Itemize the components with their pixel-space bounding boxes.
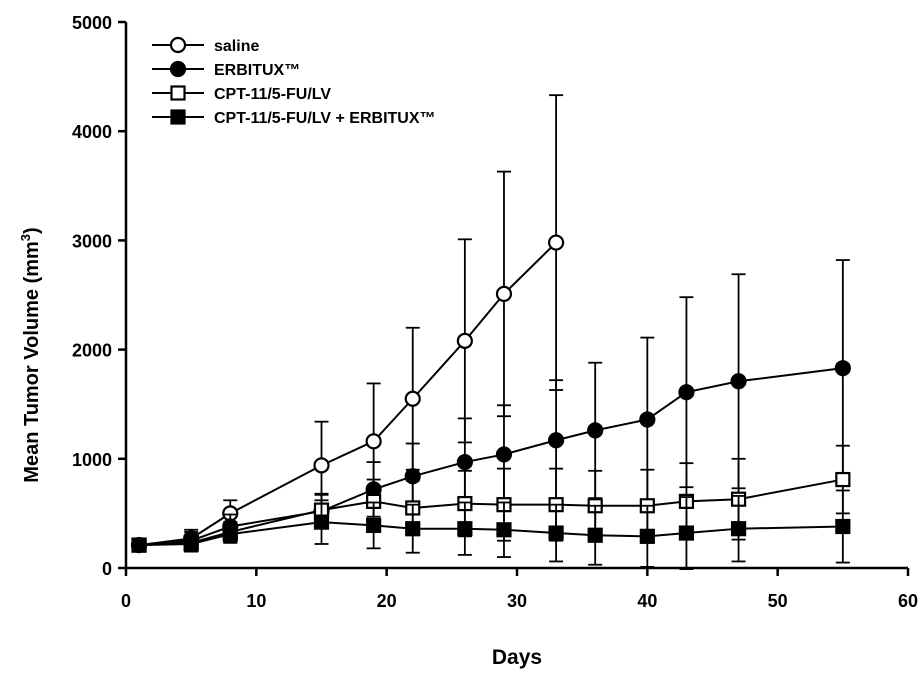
data-point-marker [131,537,147,553]
x-tick-label: 20 [377,591,397,611]
data-point-marker [495,446,513,463]
data-point-marker [169,36,187,54]
series-4 [131,489,851,570]
data-point-marker [639,528,655,544]
data-point-marker [169,60,187,78]
series-1 [130,94,565,554]
x-tick-label: 30 [507,591,527,611]
data-point-marker [678,384,695,401]
x-axis-label: Days [492,646,542,669]
data-point-marker [835,471,851,488]
data-point-marker [639,411,656,428]
data-point-marker [457,521,473,537]
y-axis-label-main: Mean Tumor Volume (mm [21,241,43,483]
legend: saline ERBITUX™ CPT-11/5-FU/LV CPT-11/5-FU/… [152,36,436,127]
data-point-marker [587,527,603,543]
data-point-marker [313,457,330,474]
data-point-marker [835,518,851,535]
data-point-marker [366,517,382,534]
data-point-marker [547,234,565,251]
data-point-marker [495,285,513,303]
x-tick-label: 10 [246,591,266,611]
legend-item: ERBITUX™ [152,60,300,79]
legend-item: saline [152,36,259,55]
x-tick-label: 50 [768,591,788,611]
data-point-marker [404,390,421,407]
data-point-marker [405,521,421,537]
data-point-marker [170,109,186,125]
legend-item: CPT-11/5-FU/LV + ERBITUX™ [152,109,436,127]
data-point-marker [730,521,747,537]
y-tick-label: 4000 [72,122,112,142]
legend-item: CPT-11/5-FU/LV [152,85,331,103]
data-point-marker [183,536,199,552]
legend-label: saline [214,38,259,55]
y-tick-label: 2000 [72,341,112,361]
y-tick-label: 1000 [72,450,112,470]
data-point-marker [170,85,186,101]
y-tick-label: 5000 [72,13,112,33]
data-point-marker [730,373,747,390]
legend-label: CPT-11/5-FU/LV + ERBITUX™ [214,110,436,127]
y-tick-label: 3000 [72,231,112,251]
data-point-marker [587,422,604,439]
y-tick-label: 0 [102,559,112,579]
y-axis-label-superscript: 3 [18,234,33,241]
y-ticks: 0 1000 2000 3000 4000 5000 [72,13,126,579]
data-point-marker [678,525,695,541]
data-point-marker [548,525,564,541]
series-line [138,367,843,547]
data-point-marker [456,332,473,349]
legend-label: CPT-11/5-FU/LV [214,86,331,103]
y-axis-label: Mean Tumor Volume (mm3) [18,227,43,482]
data-point-marker [496,522,512,538]
data-point-marker [365,433,382,450]
data-point-marker [222,526,238,542]
x-ticks: 0 10 20 30 40 50 60 [121,568,918,611]
data-point-marker [834,360,851,377]
x-tick-label: 0 [121,591,131,611]
axes [124,22,908,570]
legend-label: ERBITUX™ [214,62,300,79]
x-tick-label: 40 [637,591,657,611]
series-layer [130,94,851,570]
x-tick-label: 60 [898,591,918,611]
data-point-marker [547,432,565,449]
y-axis-label-end: ) [21,227,43,234]
data-point-marker [313,514,330,530]
data-point-marker [456,453,473,471]
